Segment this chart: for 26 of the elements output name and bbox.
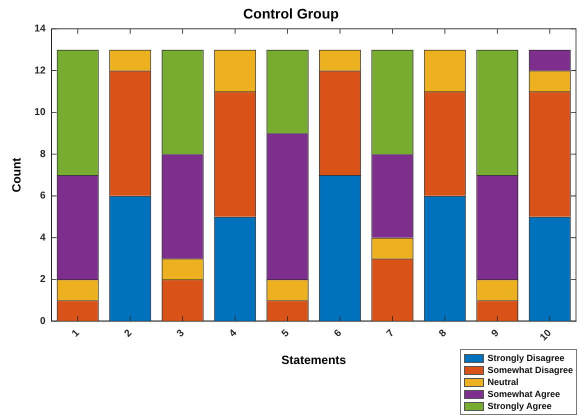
chart-title: Control Group <box>243 5 339 22</box>
y-tick-label: 2 <box>40 274 46 286</box>
y-tick-label: 0 <box>40 316 46 327</box>
x-tick-label: 4 <box>227 327 240 340</box>
x-tick-label: 6 <box>332 327 344 340</box>
x-tick-label: 7 <box>384 327 397 340</box>
legend-label: Neutral <box>487 377 518 387</box>
x-tick-label: 9 <box>490 327 502 340</box>
y-tick-label: 10 <box>34 107 46 118</box>
legend-label: Somewhat Disagree <box>487 365 573 375</box>
y-axis-title: Count <box>10 158 24 192</box>
y-tick-label: 14 <box>34 24 46 35</box>
y-tick-label: 4 <box>40 232 46 244</box>
y-tick-label: 6 <box>40 190 46 202</box>
x-tick-label: 5 <box>280 327 292 340</box>
x-tick-label: 3 <box>174 327 188 340</box>
x-tick-label: 10 <box>538 327 554 344</box>
x-tick-label: 8 <box>437 327 450 340</box>
x-axis-title: Statements <box>281 353 346 368</box>
y-tick-label: 8 <box>40 148 46 160</box>
x-tick-label: 2 <box>122 327 135 340</box>
x-tick-label: 1 <box>70 327 82 340</box>
y-tick-label: 12 <box>34 65 46 76</box>
legend-label: Strongly Disagree <box>487 353 564 363</box>
legend-label: Strongly Agree <box>487 401 552 411</box>
legend-label: Somewhat Agree <box>487 389 560 399</box>
